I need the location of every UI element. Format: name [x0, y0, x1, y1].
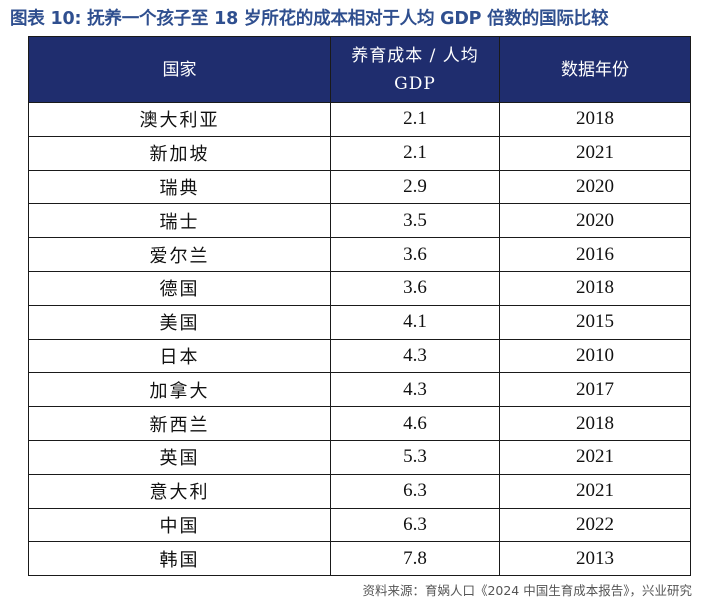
cell-year: 2020	[499, 203, 691, 239]
table-row: 英国 5.3 2021	[28, 439, 691, 475]
cell-country: 韩国	[28, 541, 331, 577]
table-row: 爱尔兰 3.6 2016	[28, 237, 691, 272]
cell-cost-ratio: 4.3	[330, 372, 500, 408]
cost-comparison-table: 国家 养育成本 / 人均 GDP 数据年份 澳大利亚 2.1 2018 新加坡 …	[28, 36, 691, 577]
cell-country: 意大利	[28, 473, 331, 509]
cell-country: 德国	[28, 270, 331, 306]
cell-year: 2020	[499, 169, 691, 205]
header-cost-ratio: 养育成本 / 人均 GDP	[330, 36, 500, 103]
cell-year: 2021	[499, 439, 691, 475]
table-row: 韩国 7.8 2013	[28, 541, 691, 577]
header-cost-ratio-label: 养育成本 / 人均 GDP	[351, 45, 479, 94]
cell-country: 瑞典	[28, 169, 331, 205]
cell-cost-ratio: 3.6	[330, 270, 500, 306]
cell-year: 2017	[499, 372, 691, 408]
cell-year: 2022	[499, 507, 691, 543]
header-country: 国家	[28, 36, 331, 103]
table-header-row: 国家 养育成本 / 人均 GDP 数据年份	[28, 36, 691, 103]
cell-year: 2013	[499, 541, 691, 577]
cell-year: 2015	[499, 304, 691, 340]
cell-year: 2016	[499, 237, 691, 272]
cell-cost-ratio: 4.1	[330, 304, 500, 340]
cell-country: 瑞士	[28, 203, 331, 239]
cell-country: 爱尔兰	[28, 237, 331, 272]
table-row: 日本 4.3 2010	[28, 338, 691, 374]
cell-year: 2021	[499, 473, 691, 509]
cell-cost-ratio: 2.9	[330, 169, 500, 205]
source-note: 资料来源：育娲人口《2024 中国生育成本报告》，兴业研究	[362, 583, 692, 598]
cell-cost-ratio: 4.6	[330, 406, 500, 441]
cell-country: 新西兰	[28, 406, 331, 441]
table-row: 瑞典 2.9 2020	[28, 169, 691, 205]
cell-cost-ratio: 6.3	[330, 507, 500, 543]
header-data-year: 数据年份	[499, 36, 691, 103]
table-row: 瑞士 3.5 2020	[28, 203, 691, 239]
cell-country: 澳大利亚	[28, 102, 331, 137]
figure-title: 图表 10: 抚养一个孩子至 18 岁所花的成本相对于人均 GDP 倍数的国际比…	[10, 9, 609, 29]
cell-year: 2018	[499, 406, 691, 441]
table-row: 德国 3.6 2018	[28, 270, 691, 306]
table-row: 意大利 6.3 2021	[28, 473, 691, 509]
cell-cost-ratio: 2.1	[330, 135, 500, 171]
table-row: 新西兰 4.6 2018	[28, 406, 691, 441]
cell-cost-ratio: 2.1	[330, 102, 500, 137]
cell-cost-ratio: 5.3	[330, 439, 500, 475]
cell-cost-ratio: 7.8	[330, 541, 500, 577]
table-row: 新加坡 2.1 2021	[28, 135, 691, 171]
cell-cost-ratio: 6.3	[330, 473, 500, 509]
cell-cost-ratio: 4.3	[330, 338, 500, 374]
cell-year: 2010	[499, 338, 691, 374]
table-row: 美国 4.1 2015	[28, 304, 691, 340]
cell-cost-ratio: 3.6	[330, 237, 500, 272]
table-row: 中国 6.3 2022	[28, 507, 691, 543]
cell-country: 美国	[28, 304, 331, 340]
cell-country: 加拿大	[28, 372, 331, 408]
cell-country: 日本	[28, 338, 331, 374]
cell-country: 英国	[28, 439, 331, 475]
cell-year: 2021	[499, 135, 691, 171]
table-row: 加拿大 4.3 2017	[28, 372, 691, 408]
cell-year: 2018	[499, 102, 691, 137]
cell-cost-ratio: 3.5	[330, 203, 500, 239]
cell-year: 2018	[499, 270, 691, 306]
cell-country: 新加坡	[28, 135, 331, 171]
cell-country: 中国	[28, 507, 331, 543]
table-row: 澳大利亚 2.1 2018	[28, 102, 691, 137]
